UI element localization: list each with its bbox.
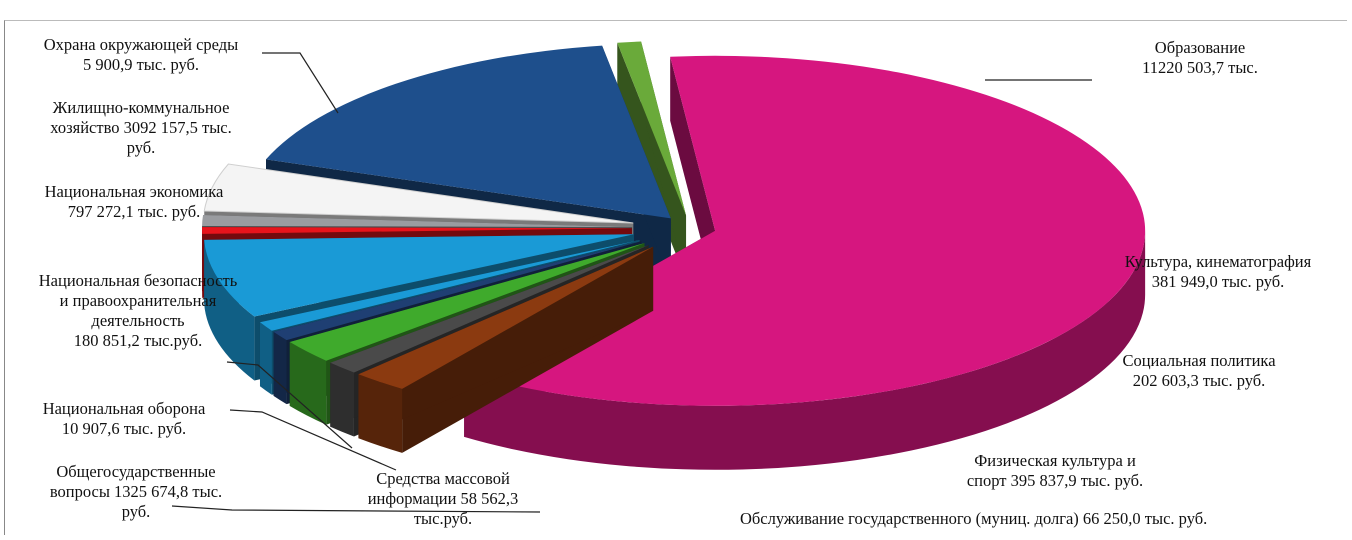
label-zhkh: Жилищно-коммунальное хозяйство 3092 157,5… xyxy=(50,98,232,157)
leader-line-bezop xyxy=(226,361,353,449)
label-econ: Национальная экономика 797 272,1 тыс. руб… xyxy=(44,182,224,221)
leader-line-ohrana xyxy=(262,52,339,114)
label-obshch: Общегосударственные вопросы 1325 674,8 ты… xyxy=(49,462,223,521)
label-obraz: Образование 11220 503,7 тыс. xyxy=(1142,38,1258,77)
label-oborona: Национальная оборона 10 907,6 тыс. руб. xyxy=(42,399,206,438)
pie-slice-1 xyxy=(358,246,654,453)
label-ohrana: Охрана окружающей среды 5 900,9 тыс. руб. xyxy=(43,35,239,74)
label-soc: Социальная политика 202 603,3 тыс. руб. xyxy=(1122,351,1276,390)
label-bezop: Национальная безопасность и правоохраните… xyxy=(38,271,238,350)
label-smi: Средства массовой информации 58 562,3 тыс.… xyxy=(367,469,519,528)
label-kult: Культура, кинематография 381 949,0 тыс. р… xyxy=(1124,252,1312,291)
label-dolg: Обслуживание государственного (муниц. до… xyxy=(740,509,1208,528)
leader-line-oborona xyxy=(229,409,397,471)
leader-line-obshch xyxy=(171,505,541,513)
label-sport: Физическая культура и спорт 395 837,9 тыс… xyxy=(966,451,1144,490)
